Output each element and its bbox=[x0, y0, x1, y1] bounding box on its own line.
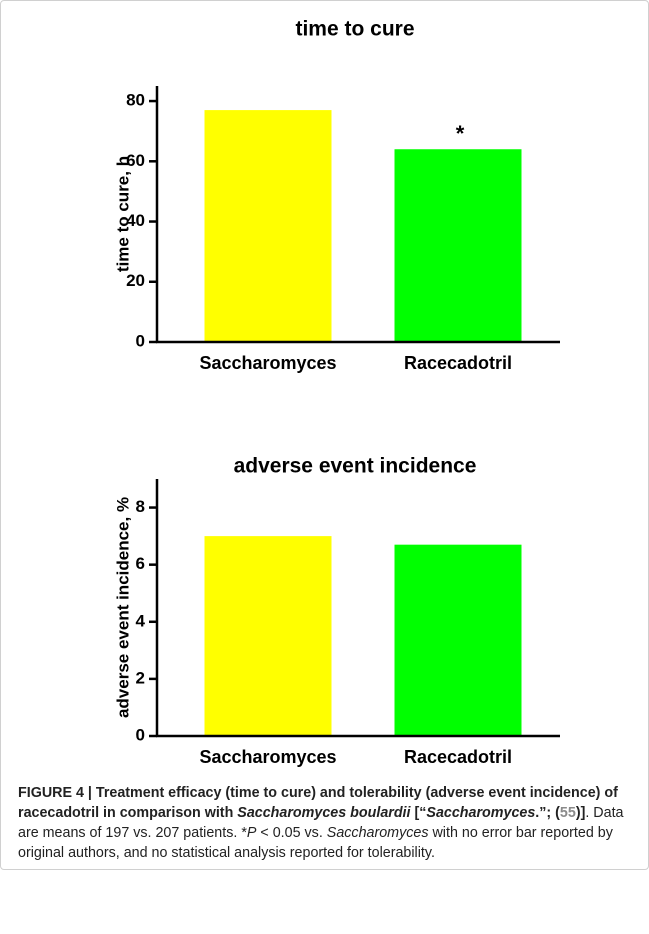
y-tick-label: 6 bbox=[136, 554, 145, 573]
caption-text: .”; ( bbox=[535, 805, 560, 821]
caption-text: Saccharomyces bbox=[426, 805, 536, 821]
bar bbox=[394, 544, 522, 736]
caption-text: . Data are means of 197 vs. 207 patients… bbox=[18, 805, 624, 841]
y-tick-label: 4 bbox=[136, 611, 146, 630]
chart-title: time to cure bbox=[295, 18, 414, 41]
bar bbox=[204, 536, 332, 736]
y-tick-label: 80 bbox=[126, 91, 145, 110]
caption-text: P bbox=[246, 825, 257, 841]
y-tick-label: 8 bbox=[136, 497, 145, 516]
x-tick-label: Saccharomyces bbox=[199, 747, 336, 767]
y-tick-label: 60 bbox=[126, 151, 145, 170]
caption-text: < 0.05 vs. bbox=[256, 825, 327, 841]
caption-text: [“ bbox=[410, 805, 427, 821]
significance-marker: * bbox=[456, 121, 465, 146]
y-tick-label: 2 bbox=[136, 668, 145, 687]
y-tick-label: 0 bbox=[136, 331, 145, 350]
caption-text: FIGURE 4 | Treatment efficacy (time to c… bbox=[18, 785, 618, 821]
y-tick-label: 40 bbox=[126, 211, 145, 230]
caption-text: 55 bbox=[559, 805, 576, 821]
y-tick-label: 0 bbox=[136, 725, 145, 744]
x-tick-label: Racecadotril bbox=[404, 353, 512, 373]
y-tick-label: 20 bbox=[126, 271, 145, 290]
caption-text: )] bbox=[575, 805, 586, 821]
y-axis-label: time to cure, h bbox=[113, 156, 132, 272]
caption-text: with no error bar reported by original a… bbox=[18, 825, 613, 861]
caption-text: Saccharomyces boulardii bbox=[237, 805, 411, 821]
caption-text: Saccharomyces bbox=[326, 825, 429, 841]
y-axis-label: adverse event incidence, % bbox=[113, 497, 132, 718]
x-tick-label: Saccharomyces bbox=[199, 353, 336, 373]
bar bbox=[204, 110, 332, 342]
caption: FIGURE 4 | Treatment efficacy (time to c… bbox=[18, 783, 632, 863]
charts: time to cure time to cure, h Saccharomyces… bbox=[113, 18, 560, 767]
bar bbox=[394, 149, 522, 342]
x-tick-label: Racecadotril bbox=[404, 747, 512, 767]
chart-title: adverse event incidence bbox=[234, 455, 477, 478]
